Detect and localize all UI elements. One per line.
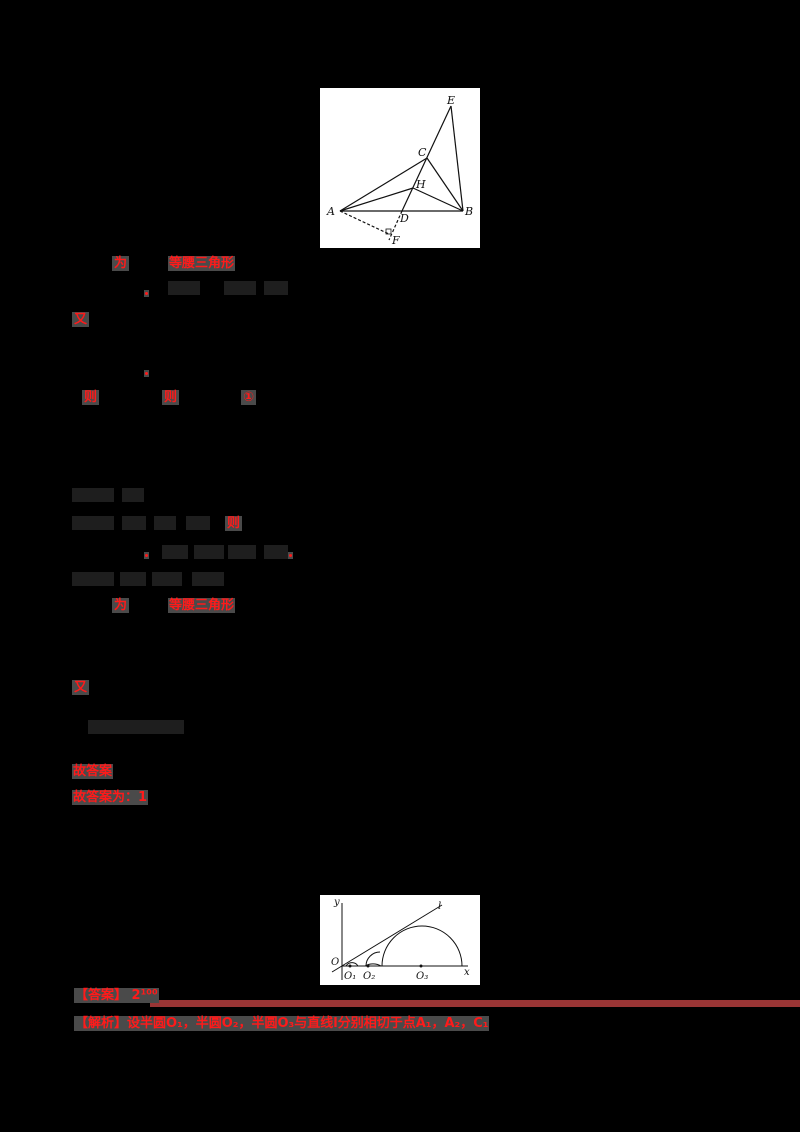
label-h: H [415, 178, 426, 191]
formula-block [122, 516, 146, 530]
red-text-you: 又 [72, 312, 90, 327]
o3-label: O₃ [416, 971, 428, 982]
formula-block [162, 545, 188, 559]
red-text-isosceles2: 等腰三角形 [168, 598, 236, 613]
label-d: D [399, 212, 409, 225]
red-text-you2: 又 [72, 680, 90, 695]
formula-block [264, 281, 288, 295]
label-a: A [326, 205, 335, 218]
red-dot [144, 290, 149, 297]
formula-block [264, 545, 288, 559]
answer-label: 【答案】 2¹⁰⁰ [74, 988, 159, 1003]
red-text-ze1: 则 [82, 390, 100, 405]
line-l-label: l [438, 901, 441, 912]
formula-block [194, 545, 224, 559]
formula-block [168, 281, 200, 295]
formula-block [72, 488, 114, 502]
formula-block [122, 488, 144, 502]
formula-block [186, 516, 210, 530]
red-text-circle1: ① [241, 390, 257, 405]
o1-label: O₁ [344, 971, 356, 982]
axis-y-label: y [333, 897, 340, 908]
red-text-answer-final: 故答案为：1 [72, 790, 149, 805]
label-c: C [418, 146, 427, 159]
semicircle-figure: y l O O₁ O₂ O₃ x [320, 895, 480, 985]
red-text-wei: 为 [112, 256, 130, 271]
formula-block [228, 545, 256, 559]
formula-block [154, 516, 176, 530]
formula-block [224, 281, 256, 295]
red-dot [144, 552, 149, 559]
red-dot [288, 552, 293, 559]
red-text-ze2: 则 [162, 390, 180, 405]
semicircle-diagram: y l O O₁ O₂ O₃ x [331, 897, 470, 982]
label-e: E [446, 94, 455, 107]
o2-label: O₂ [363, 971, 375, 982]
label-f: F [391, 234, 400, 247]
formula-block [72, 516, 114, 530]
formula-block [120, 572, 146, 586]
red-text-isosceles: 等腰三角形 [168, 256, 236, 271]
red-dot [144, 370, 149, 377]
label-b: B [464, 205, 473, 218]
formula-block [152, 572, 182, 586]
section-divider [150, 1000, 800, 1007]
triangle-figure: A B C D E F H [320, 88, 480, 248]
red-text-ze3: 则 [225, 516, 243, 531]
formula-block [72, 572, 114, 586]
origin-label: O [331, 957, 339, 968]
triangle-diagram: A B C D E F H [326, 94, 473, 247]
analysis-text: 【解析】设半圆O₁，半圆O₂，半圆O₃与直线l分别相切于点A₁，A₂，C₁ [74, 1016, 490, 1031]
red-text-wei2: 为 [112, 598, 130, 613]
axis-x-label: x [464, 967, 470, 978]
formula-block [88, 720, 184, 734]
red-text-answer: 故答案 [72, 764, 114, 779]
formula-block [192, 572, 224, 586]
